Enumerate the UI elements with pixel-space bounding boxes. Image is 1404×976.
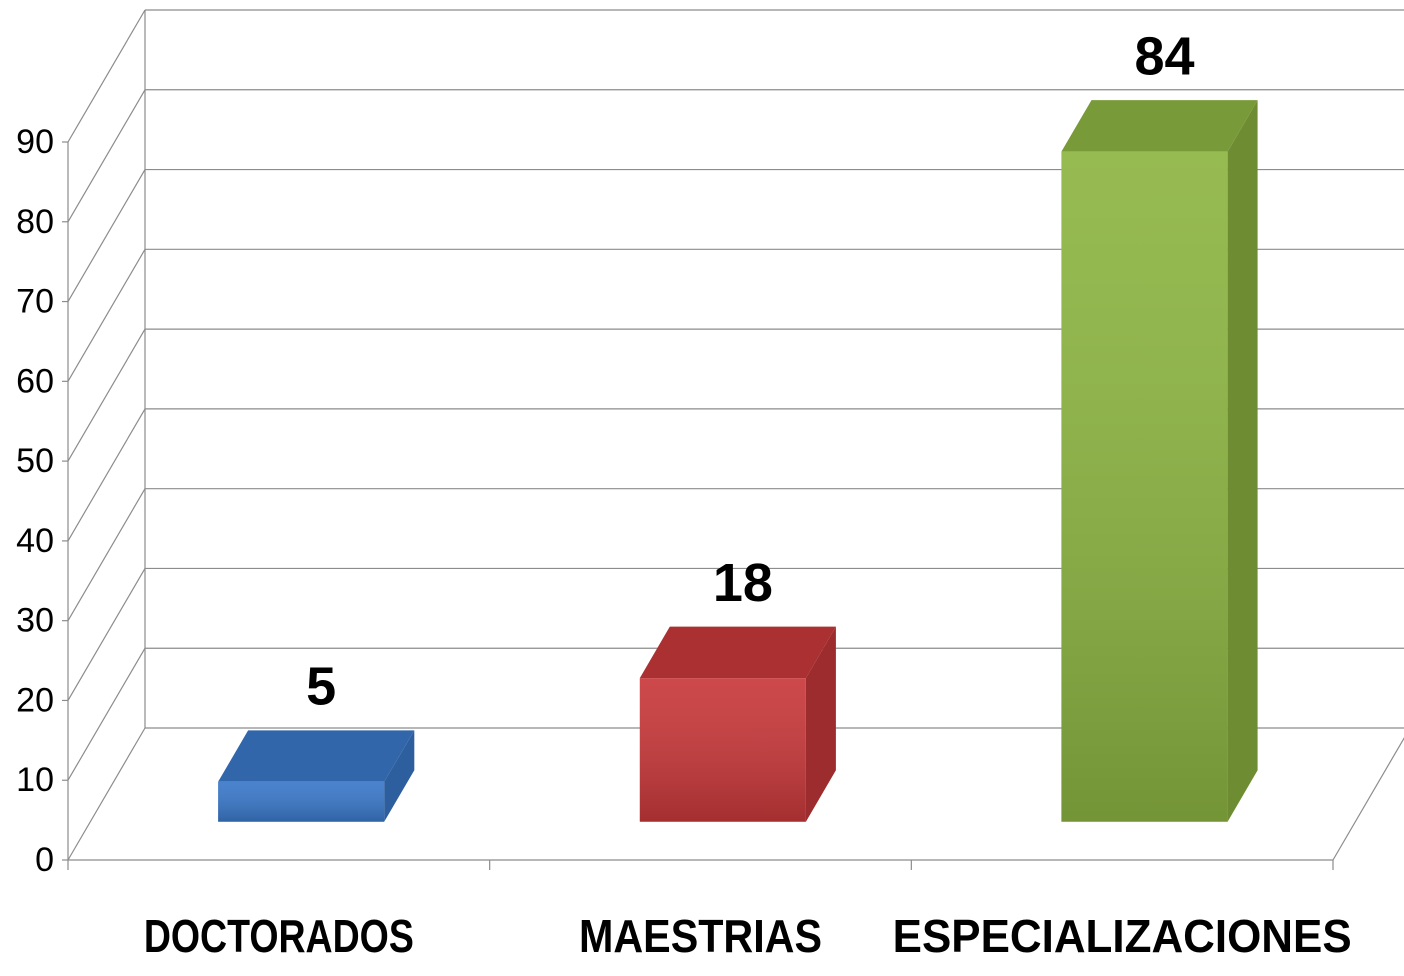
x-tick-label: DOCTORADOS [144, 910, 414, 962]
grid-line-side [67, 89, 146, 223]
y-tick-label: 40 [16, 522, 54, 560]
bar-front-shade [639, 678, 806, 822]
y-tick-label: 90 [16, 123, 54, 161]
data-label: 5 [306, 657, 336, 717]
data-label: 84 [1134, 26, 1194, 86]
bar-side [805, 626, 836, 822]
y-tick-label: 80 [16, 203, 54, 241]
bar [218, 730, 415, 822]
y-tick-label: 60 [16, 362, 54, 400]
bar-top [639, 626, 836, 679]
grid-line-side [67, 408, 146, 542]
y-tick-label: 30 [16, 602, 54, 640]
y-tick-label: 50 [16, 442, 54, 480]
grid-line-side [67, 727, 146, 861]
bar-front-shade [1061, 151, 1228, 822]
y-tick-label: 10 [16, 761, 54, 799]
grid-line-side [67, 169, 146, 302]
bar-side [384, 730, 415, 822]
grid-line-side [67, 568, 146, 701]
floor-right-edge [1332, 737, 1404, 861]
y-tick-label: 70 [16, 283, 54, 321]
bar-side [1227, 100, 1258, 822]
x-tick-label: ESPECIALIZACIONES [893, 910, 1352, 962]
bar-front-shade [218, 781, 385, 822]
grid-line-side [67, 647, 146, 781]
data-label: 18 [713, 553, 773, 613]
bar [639, 626, 836, 822]
grid-line-side [67, 249, 146, 382]
bar-top [1061, 100, 1258, 152]
bar [1061, 100, 1258, 822]
bar-top [218, 730, 415, 782]
y-tick-label: 0 [35, 841, 54, 879]
grid-line-side [67, 488, 146, 621]
grid-line-side [67, 9, 146, 143]
x-tick-label: MAESTRIAS [579, 910, 822, 962]
y-tick-label: 20 [16, 681, 54, 719]
grid-line-side [67, 328, 146, 462]
